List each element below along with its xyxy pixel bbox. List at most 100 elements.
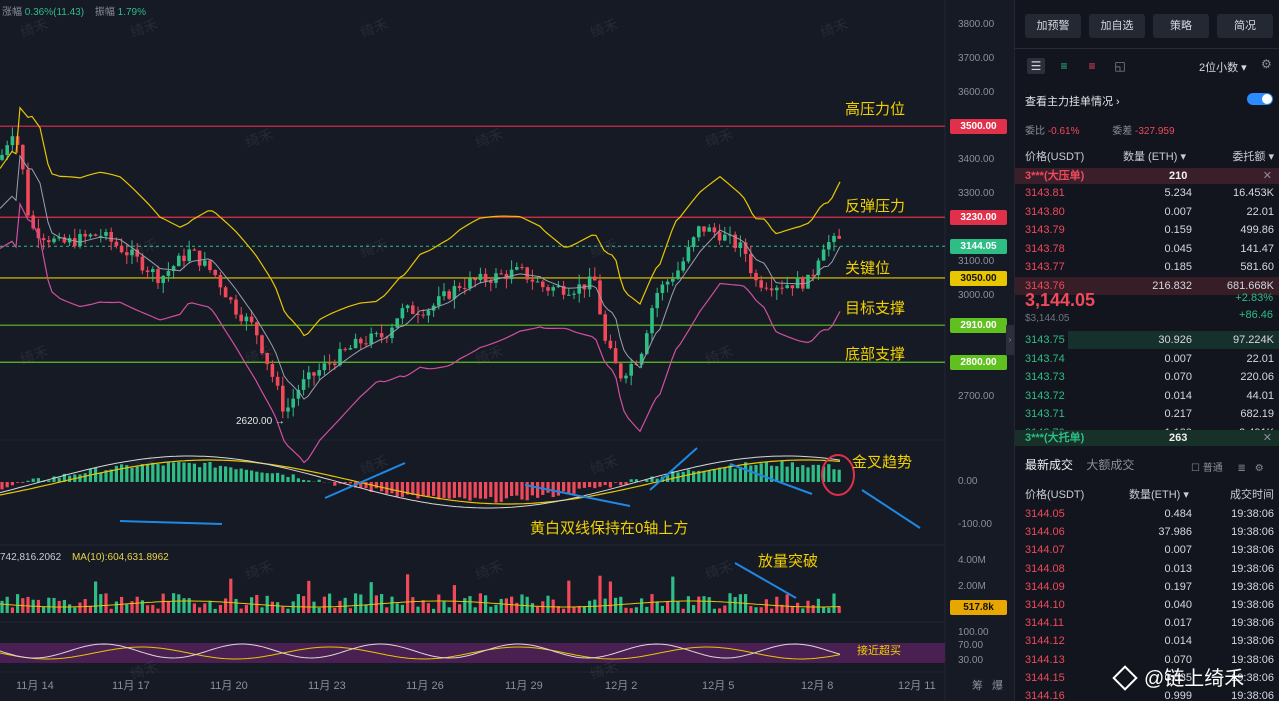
ask-row[interactable]: 3143.78 0.045 141.47 xyxy=(1015,240,1279,258)
macd-bar xyxy=(296,478,300,482)
candle-body xyxy=(125,252,129,256)
candle-body xyxy=(723,234,727,241)
volume-bar xyxy=(42,606,46,613)
candle-body xyxy=(645,333,649,354)
collapse-panel-handle[interactable]: › xyxy=(1006,325,1014,355)
chart-area[interactable]: 涨幅 0.36%(11.43) 振幅 1.79% 3800.00 3700.00… xyxy=(0,0,1014,701)
volume-bar xyxy=(634,607,638,613)
both-sides-view-icon[interactable]: ☰ xyxy=(1027,58,1045,74)
annotation-volume-note: 放量突破 xyxy=(758,553,819,570)
macd-bar xyxy=(229,467,233,482)
macd-bar xyxy=(697,470,701,482)
volume-bar xyxy=(759,607,763,613)
candle-body xyxy=(520,267,524,269)
volume-bar xyxy=(187,598,191,613)
candle-body xyxy=(10,136,15,146)
ask-row[interactable]: 3143.77 0.185 581.60 xyxy=(1015,258,1279,276)
macd-bar xyxy=(109,469,113,482)
candle-body xyxy=(187,249,191,262)
volume-bar xyxy=(260,607,264,613)
add-alert-button[interactable]: 加预警 xyxy=(1025,14,1081,38)
volume-bar xyxy=(281,606,285,613)
volume-bar xyxy=(421,600,425,613)
ask-row[interactable]: 3143.80 0.007 22.01 xyxy=(1015,203,1279,221)
strategy-button[interactable]: 策略 xyxy=(1153,14,1209,38)
volume-bar xyxy=(442,601,446,613)
bid-row[interactable]: 3143.71 0.217 682.19 xyxy=(1015,405,1279,423)
settings-icon[interactable]: ⚙ xyxy=(1261,57,1272,71)
candle-body xyxy=(811,274,815,276)
macd-bar xyxy=(837,469,841,482)
add-watchlist-button[interactable]: 加自选 xyxy=(1089,14,1145,38)
bids-view-icon[interactable]: ≡ xyxy=(1060,59,1068,73)
volume-bar xyxy=(83,599,87,613)
kline-chart[interactable] xyxy=(0,0,1014,701)
volume-bar xyxy=(239,608,243,613)
candle-body xyxy=(223,287,228,298)
candle-body xyxy=(213,269,217,276)
main-orders-toggle[interactable] xyxy=(1247,93,1273,105)
macd-bar xyxy=(796,467,800,482)
macd-bar xyxy=(707,470,711,482)
macd-bar xyxy=(666,474,670,482)
total-header[interactable]: 委托额 ▾ xyxy=(1232,151,1274,163)
macd-bar xyxy=(192,463,196,482)
candle-body xyxy=(603,314,607,341)
macd-bar xyxy=(177,461,181,482)
candle-body xyxy=(119,245,124,253)
bid-row[interactable]: 3143.72 0.014 44.01 xyxy=(1015,387,1279,405)
candle-body xyxy=(733,234,737,249)
ask-price: 3143.77 xyxy=(1025,261,1065,273)
macd-bar xyxy=(83,473,87,482)
bid-row[interactable]: 3143.74 0.007 22.01 xyxy=(1015,350,1279,368)
trade-settings-icon[interactable]: ⚙ xyxy=(1254,463,1264,474)
volume-bar xyxy=(525,596,529,613)
volume-bar xyxy=(416,606,420,613)
volume-bar xyxy=(172,593,176,613)
bid-row[interactable]: 3143.75 30.926 97.224K xyxy=(1015,331,1279,349)
macd-bar xyxy=(764,461,768,482)
main-orders-label[interactable]: 查看主力挂单情况 › xyxy=(1025,96,1120,108)
bid-row[interactable]: 3143.73 0.070 220.06 xyxy=(1015,368,1279,386)
macd-bar xyxy=(499,482,503,502)
price-tag-3500: 3500.00 xyxy=(950,119,1007,134)
volume-bar xyxy=(796,602,800,613)
liquidation-icon[interactable]: 爆 xyxy=(992,680,1003,692)
decimal-select[interactable]: 2位小数 ▾ xyxy=(1199,62,1247,74)
price-tag-current: 3144.05 xyxy=(950,239,1007,254)
chip-icon[interactable]: 筹 xyxy=(972,680,983,692)
qty-header[interactable]: 数量 (ETH) ▾ xyxy=(1123,151,1186,163)
date-label: 11月 23 xyxy=(308,680,346,692)
overview-button[interactable]: 简况 xyxy=(1217,14,1273,38)
volume-bar xyxy=(478,593,482,613)
tab-large-trades[interactable]: 大额成交 xyxy=(1086,458,1135,472)
volume-bar xyxy=(94,581,98,613)
normal-filter[interactable]: ☐ 普通 ≣ ⚙ xyxy=(1191,459,1264,474)
date-label: 11月 20 xyxy=(210,680,248,692)
last-price: 3,144.05 xyxy=(1025,290,1096,310)
close-icon[interactable]: ✕ xyxy=(1262,170,1272,182)
candle-body xyxy=(385,337,389,339)
trade-row: 3144.08 0.013 19:38:06 xyxy=(1015,560,1279,578)
filter-icon[interactable]: ≣ xyxy=(1237,463,1246,474)
orderbook-view-tools: ☰ ≡ ≡ ◱ xyxy=(1027,58,1129,74)
ask-row[interactable]: 3143.76 216.832 681.668K xyxy=(1015,276,1279,295)
ask-price: 3143.76 xyxy=(1025,279,1065,292)
volume-bar xyxy=(125,604,129,613)
checkbox-icon[interactable]: ☐ xyxy=(1191,463,1200,474)
ask-row[interactable]: 3143.79 0.159 499.86 xyxy=(1015,221,1279,239)
vol-axis-label: 4.00M xyxy=(958,555,986,566)
candle-body xyxy=(806,274,810,289)
candle-body xyxy=(629,363,633,376)
tab-latest-trades[interactable]: 最新成交 xyxy=(1025,458,1074,472)
trade-qty-header[interactable]: 数量(ETH) ▾ xyxy=(1129,489,1189,501)
trade-qty: 37.986 xyxy=(1158,526,1192,539)
macd-bar xyxy=(234,469,238,482)
close-icon[interactable]: ✕ xyxy=(1262,432,1272,444)
candle-body xyxy=(327,363,332,365)
macd-bar xyxy=(218,465,222,482)
action-buttons: 加预警 加自选 策略 简况 xyxy=(1025,14,1273,38)
ask-row[interactable]: 3143.81 5.234 16.453K xyxy=(1015,184,1279,202)
asks-view-icon[interactable]: ≡ xyxy=(1088,59,1096,73)
depth-view-icon[interactable]: ◱ xyxy=(1114,59,1126,73)
